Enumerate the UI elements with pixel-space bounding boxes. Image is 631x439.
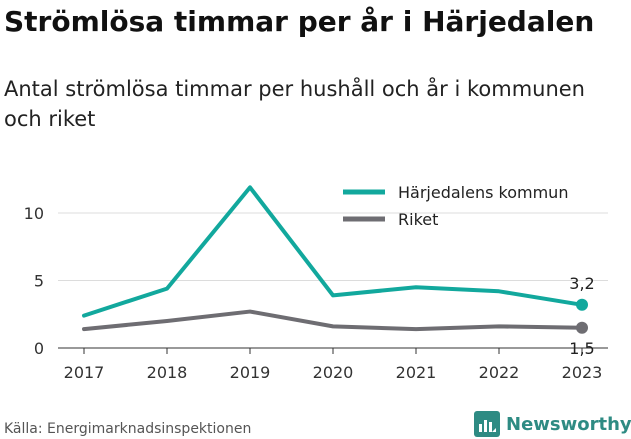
y-tick-label: 0 [34, 339, 44, 358]
brand-logo: Newsworthy [474, 409, 631, 439]
series-line-1 [82, 309, 584, 332]
legend: Härjedalens kommun Riket [343, 183, 568, 229]
x-tick-label: 2017 [64, 363, 105, 382]
x-tick-label: 2018 [147, 363, 188, 382]
grid-layer [58, 212, 608, 281]
newsworthy-logo-icon [474, 411, 500, 437]
y-tick-label: 5 [34, 272, 44, 291]
source-note: Källa: Energimarknadsinspektionen [4, 421, 252, 437]
legend-label: Riket [398, 210, 438, 229]
series-line-0 [82, 185, 584, 318]
data-label: 1,5 [569, 339, 594, 358]
x-tick-label: 2022 [479, 363, 520, 382]
brand-name: Newsworthy [506, 413, 631, 435]
y-tick-label: 10 [24, 204, 44, 223]
data-label: 3,2 [569, 274, 594, 293]
legend-label: Härjedalens kommun [398, 183, 568, 202]
series-end-point-1 [576, 321, 588, 334]
axis-layer: 0 5 10 2017 2018 2019 2020 2021 2022 2023 [24, 204, 608, 382]
x-tick-label: 2020 [313, 363, 354, 382]
x-tick-label: 2019 [230, 363, 271, 382]
series-end-point-0 [576, 298, 588, 311]
series-layer: 3,2 1,5 [82, 185, 595, 358]
x-tick-label: 2021 [396, 363, 437, 382]
chart-subtitle: Antal strömlösa timmar per hushåll och å… [4, 77, 585, 131]
x-tick-label: 2023 [562, 363, 603, 382]
chart-title: Strömlösa timmar per år i Härjedalen [4, 5, 595, 38]
